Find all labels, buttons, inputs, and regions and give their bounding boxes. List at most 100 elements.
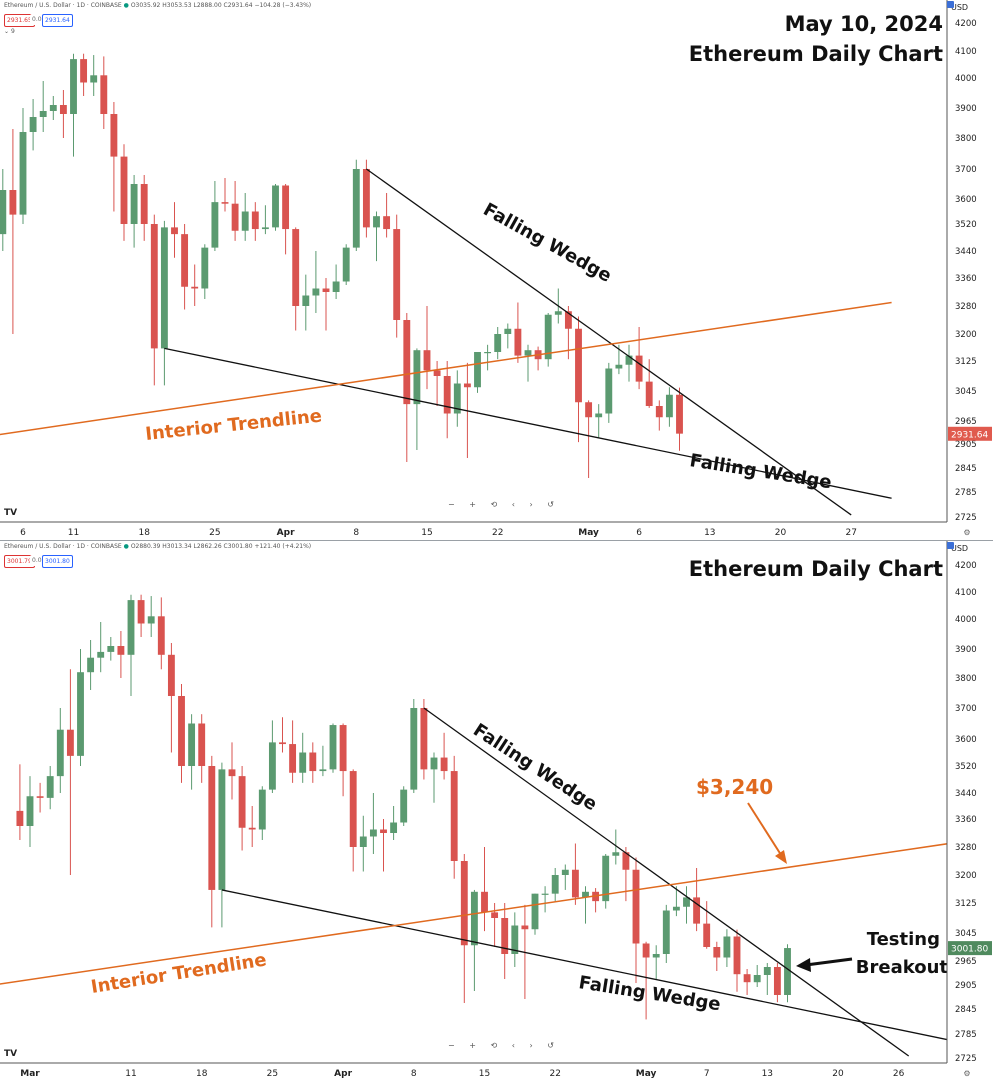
candle: [19, 108, 27, 224]
candle: [683, 886, 690, 924]
candle-body: [773, 967, 781, 995]
candle-body: [160, 227, 168, 349]
candle: [481, 847, 488, 932]
price-tick-label: 3440: [955, 789, 977, 799]
candle: [733, 929, 741, 992]
candle-body: [383, 216, 391, 230]
candle: [413, 348, 421, 450]
candle-body: [585, 402, 593, 418]
candle: [160, 220, 168, 386]
buy-price-box[interactable]: 2931.64: [42, 14, 73, 27]
candle-body: [784, 948, 791, 995]
axis-menu-icon: [947, 542, 954, 549]
price-tick-label: 3600: [955, 735, 977, 745]
candle: [342, 244, 350, 285]
candle: [282, 184, 290, 255]
candle: [373, 211, 380, 262]
candle: [258, 786, 266, 840]
time-tick-label: Apr: [277, 528, 295, 538]
candle: [494, 327, 502, 360]
sell-price-box[interactable]: 2931.65: [4, 14, 35, 27]
candle: [665, 387, 673, 427]
candle: [470, 889, 478, 991]
candle: [147, 596, 155, 637]
candle-body: [612, 852, 620, 856]
time-tick-label: 18: [138, 528, 150, 538]
candle: [349, 769, 357, 872]
sell-price-box[interactable]: 3001.79: [4, 555, 35, 568]
price-tick-label: 2845: [955, 464, 977, 474]
candle: [272, 184, 279, 231]
time-tick-label: May: [578, 528, 599, 538]
candle: [383, 193, 391, 238]
price-axis-bg: [947, 541, 993, 1080]
candle-body: [188, 723, 196, 766]
candle: [693, 868, 701, 932]
price-tick-label: 2965: [955, 957, 977, 967]
candle: [211, 181, 219, 251]
candle-body: [504, 328, 512, 334]
zoom-controls[interactable]: − + ⟲ ‹ › ↺: [448, 1041, 560, 1050]
candle-body: [302, 295, 310, 306]
candle-body: [541, 893, 549, 895]
candle-body: [349, 771, 357, 847]
candle: [261, 205, 269, 235]
candle-body: [676, 394, 683, 434]
candle-body: [178, 696, 185, 766]
candle: [120, 144, 128, 241]
candle: [362, 159, 370, 238]
candle-body: [463, 383, 471, 388]
candle: [181, 224, 189, 310]
candle-body: [292, 229, 300, 306]
candle: [127, 594, 135, 696]
time-tick-label: 22: [549, 1069, 560, 1079]
candle-body: [130, 184, 138, 224]
candle: [26, 776, 34, 847]
candle-body: [400, 789, 408, 823]
candle-body: [9, 190, 17, 215]
price-tick-label: 2905: [955, 440, 977, 450]
candle: [602, 854, 610, 909]
price-axis-unit: USD: [951, 544, 968, 553]
price-chart-svg-top[interactable]: Falling Wedge Falling Wedge Interior Trend…: [0, 0, 993, 540]
candle-body: [561, 869, 569, 875]
candle-body: [319, 769, 327, 772]
candle: [484, 344, 492, 371]
candle: [39, 81, 47, 132]
price-tick-label: 2965: [955, 417, 977, 427]
ohlc-readout: O2880.39 H3013.34 L2862.26 C3001.80 +121…: [130, 543, 312, 550]
candle: [541, 886, 549, 913]
candle: [208, 755, 216, 928]
candle: [178, 684, 185, 783]
candle: [662, 904, 670, 963]
time-tick-label: 26: [893, 1069, 905, 1079]
candle: [77, 649, 84, 766]
candle: [309, 742, 317, 783]
candle-body: [622, 852, 630, 870]
price-tick-label: 3440: [955, 247, 977, 257]
candle: [410, 699, 418, 793]
price-tick-label: 3800: [955, 674, 977, 684]
candle: [100, 56, 108, 129]
last-price-label: 2931.64: [951, 430, 988, 440]
candle: [645, 359, 653, 408]
candle-body: [77, 672, 84, 756]
candle-body: [484, 352, 492, 354]
indicator-toggle[interactable]: ⌄ 9: [4, 28, 15, 35]
candle-body: [423, 350, 431, 371]
candle-body: [211, 202, 219, 248]
candle: [474, 352, 481, 393]
time-tick-label: Apr: [334, 1069, 352, 1079]
zoom-controls[interactable]: − + ⟲ ‹ › ↺: [448, 500, 560, 509]
price-tick-label: 2785: [955, 488, 977, 498]
target-arrow-shaft: [747, 802, 784, 859]
buy-price-box[interactable]: 3001.80: [42, 555, 73, 568]
breakout-arrow-head: [796, 958, 811, 972]
candle: [218, 762, 226, 928]
price-axis-bg: [947, 0, 993, 540]
spread-label: 0.01: [30, 14, 48, 25]
candle-body: [90, 75, 98, 83]
candle-body: [733, 936, 741, 975]
candle: [582, 886, 589, 924]
